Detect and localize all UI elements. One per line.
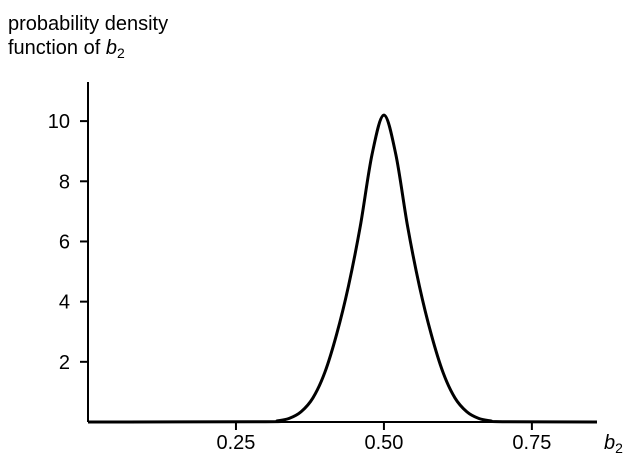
y-tick-label: 2 xyxy=(59,352,70,374)
x-tick-label: 0.75 xyxy=(512,432,551,454)
y-tick-label: 10 xyxy=(48,111,70,133)
y-axis-label-variable: b xyxy=(106,37,117,59)
y-ticks: 2 4 6 8 10 xyxy=(48,111,88,374)
y-tick-label: 4 xyxy=(59,292,70,314)
x-tick-label: 0.50 xyxy=(364,432,403,454)
density-curve xyxy=(87,113,598,424)
x-axis-label-variable: b xyxy=(604,432,615,454)
x-axis-label-subscript: 2 xyxy=(615,440,623,456)
y-tick-label: 8 xyxy=(59,171,70,193)
y-axis-label-line2: function of b2 xyxy=(8,37,125,61)
y-axis-label-line1: probability density xyxy=(8,13,168,35)
y-tick-label: 6 xyxy=(59,231,70,253)
y-axis-label-subscript: 2 xyxy=(117,45,125,61)
x-tick-label: 0.25 xyxy=(216,432,255,454)
x-axis-label: b2 xyxy=(604,432,623,456)
y-axis-label-prefix: function of xyxy=(8,37,106,59)
x-ticks: 0.25 0.50 0.75 xyxy=(216,422,551,454)
